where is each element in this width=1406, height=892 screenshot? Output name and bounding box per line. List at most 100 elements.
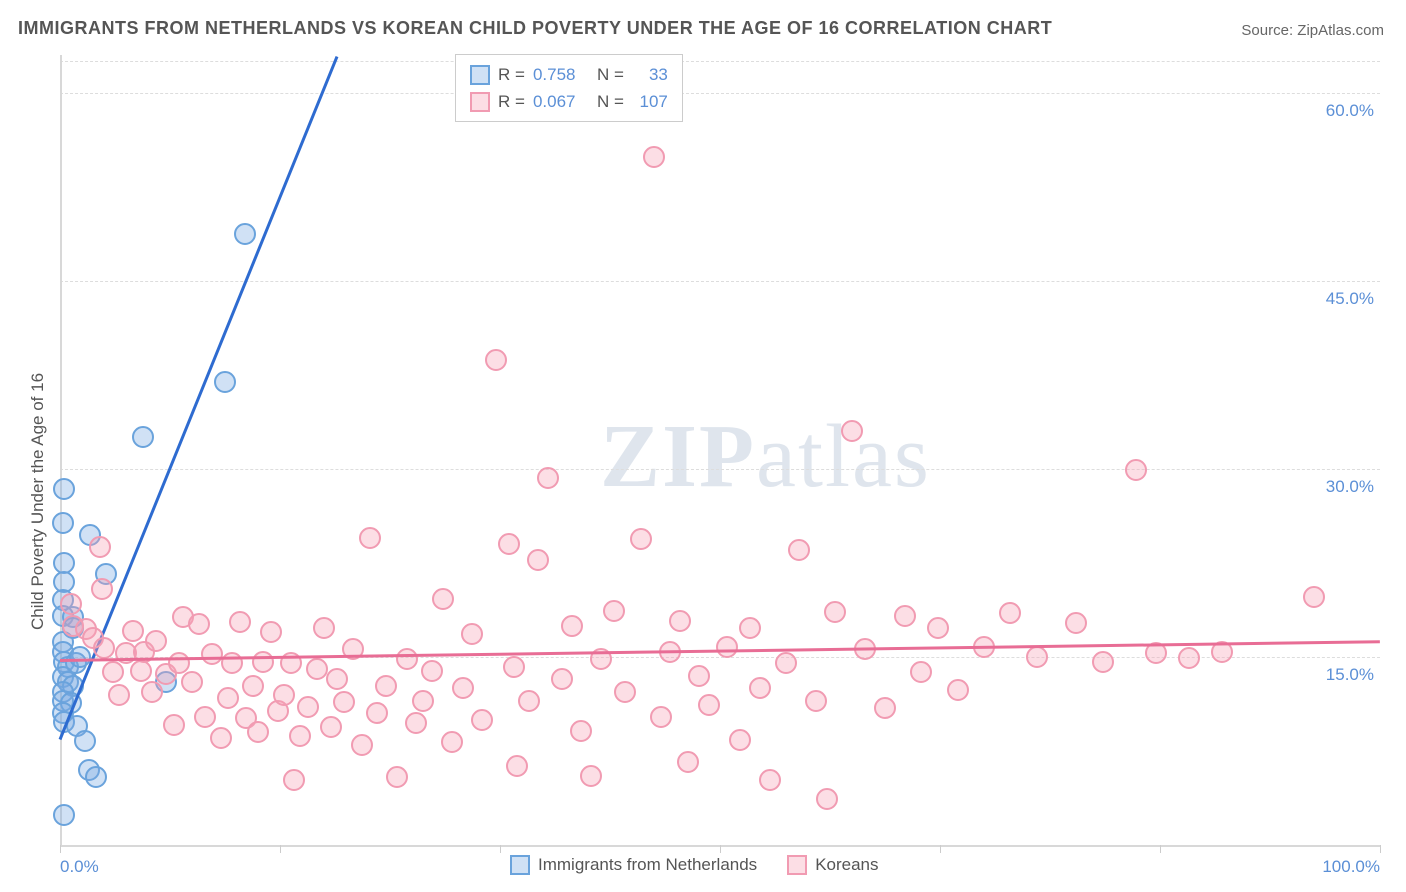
data-point bbox=[688, 665, 710, 687]
data-point bbox=[927, 617, 949, 639]
data-point bbox=[561, 615, 583, 637]
data-point bbox=[102, 661, 124, 683]
legend-swatch bbox=[470, 92, 490, 112]
legend-n-label: N = bbox=[597, 61, 624, 88]
legend-series: Immigrants from Netherlands Koreans bbox=[510, 855, 879, 875]
source-link[interactable]: ZipAtlas.com bbox=[1297, 22, 1384, 39]
x-tick bbox=[280, 845, 281, 853]
x-tick bbox=[1160, 845, 1161, 853]
data-point bbox=[570, 720, 592, 742]
chart-container: ZIPatlas 15.0%30.0%45.0%60.0% bbox=[60, 55, 1380, 845]
x-tick bbox=[500, 845, 501, 853]
data-point bbox=[698, 694, 720, 716]
data-point bbox=[650, 706, 672, 728]
data-point bbox=[1178, 647, 1200, 669]
data-point bbox=[320, 716, 342, 738]
data-point bbox=[461, 623, 483, 645]
data-point bbox=[283, 769, 305, 791]
watermark: ZIPatlas bbox=[600, 405, 931, 508]
legend-r-label: R = bbox=[498, 61, 525, 88]
data-point bbox=[441, 731, 463, 753]
source-label: Source: ZipAtlas.com bbox=[1241, 22, 1384, 39]
data-point bbox=[214, 371, 236, 393]
y-tick-label: 60.0% bbox=[1326, 101, 1374, 121]
data-point bbox=[1303, 586, 1325, 608]
data-point bbox=[775, 652, 797, 674]
data-point bbox=[297, 696, 319, 718]
data-point bbox=[122, 620, 144, 642]
legend-r-value: 0.067 bbox=[533, 88, 589, 115]
data-point bbox=[168, 652, 190, 674]
gridline bbox=[60, 93, 1380, 94]
data-point bbox=[52, 512, 74, 534]
data-point bbox=[85, 766, 107, 788]
data-point bbox=[130, 660, 152, 682]
x-min-label: 0.0% bbox=[60, 857, 99, 877]
y-tick-label: 30.0% bbox=[1326, 477, 1374, 497]
watermark-bold: ZIP bbox=[600, 407, 756, 506]
data-point bbox=[359, 527, 381, 549]
data-point bbox=[669, 610, 691, 632]
legend-series-item: Koreans bbox=[787, 855, 878, 875]
data-point bbox=[498, 533, 520, 555]
data-point bbox=[518, 690, 540, 712]
data-point bbox=[471, 709, 493, 731]
data-point bbox=[260, 621, 282, 643]
data-point bbox=[537, 467, 559, 489]
data-point bbox=[132, 426, 154, 448]
legend-stats-row: R =0.067N =107 bbox=[470, 88, 668, 115]
plot-area: ZIPatlas 15.0%30.0%45.0%60.0% bbox=[60, 55, 1380, 845]
data-point bbox=[333, 691, 355, 713]
data-point bbox=[306, 658, 328, 680]
data-point bbox=[194, 706, 216, 728]
x-tick bbox=[60, 845, 61, 853]
legend-series-label: Immigrants from Netherlands bbox=[538, 855, 757, 875]
data-point bbox=[910, 661, 932, 683]
data-point bbox=[643, 146, 665, 168]
legend-series-item: Immigrants from Netherlands bbox=[510, 855, 757, 875]
data-point bbox=[234, 223, 256, 245]
data-point bbox=[412, 690, 434, 712]
data-point bbox=[201, 643, 223, 665]
data-point bbox=[229, 611, 251, 633]
data-point bbox=[145, 630, 167, 652]
data-point bbox=[53, 804, 75, 826]
data-point bbox=[947, 679, 969, 701]
data-point bbox=[366, 702, 388, 724]
gridline bbox=[60, 469, 1380, 470]
data-point bbox=[53, 478, 75, 500]
legend-stats-row: R = 0.758 N = 33 bbox=[470, 61, 668, 88]
data-point bbox=[421, 660, 443, 682]
gridline bbox=[60, 61, 1380, 62]
data-point bbox=[527, 549, 549, 571]
data-point bbox=[247, 721, 269, 743]
data-point bbox=[874, 697, 896, 719]
data-point bbox=[188, 613, 210, 635]
data-point bbox=[289, 725, 311, 747]
data-point bbox=[749, 677, 771, 699]
data-point bbox=[386, 766, 408, 788]
legend-r-value: 0.758 bbox=[533, 61, 589, 88]
legend-n-value: 33 bbox=[632, 61, 668, 88]
y-tick-label: 45.0% bbox=[1326, 289, 1374, 309]
data-point bbox=[614, 681, 636, 703]
data-point bbox=[729, 729, 751, 751]
y-axis-title: Child Poverty Under the Age of 16 bbox=[28, 373, 48, 630]
data-point bbox=[677, 751, 699, 773]
x-tick bbox=[1380, 845, 1381, 853]
data-point bbox=[999, 602, 1021, 624]
data-point bbox=[788, 539, 810, 561]
data-point bbox=[452, 677, 474, 699]
data-point bbox=[630, 528, 652, 550]
legend-stats: R =0.758N =33R =0.067N =107 bbox=[455, 54, 683, 122]
data-point bbox=[351, 734, 373, 756]
data-point bbox=[816, 788, 838, 810]
x-max-label: 100.0% bbox=[1322, 857, 1380, 877]
data-point bbox=[485, 349, 507, 371]
legend-swatch bbox=[787, 855, 807, 875]
data-point bbox=[91, 578, 113, 600]
data-point bbox=[603, 600, 625, 622]
data-point bbox=[805, 690, 827, 712]
data-point bbox=[396, 648, 418, 670]
legend-r-label: R = bbox=[498, 88, 525, 115]
